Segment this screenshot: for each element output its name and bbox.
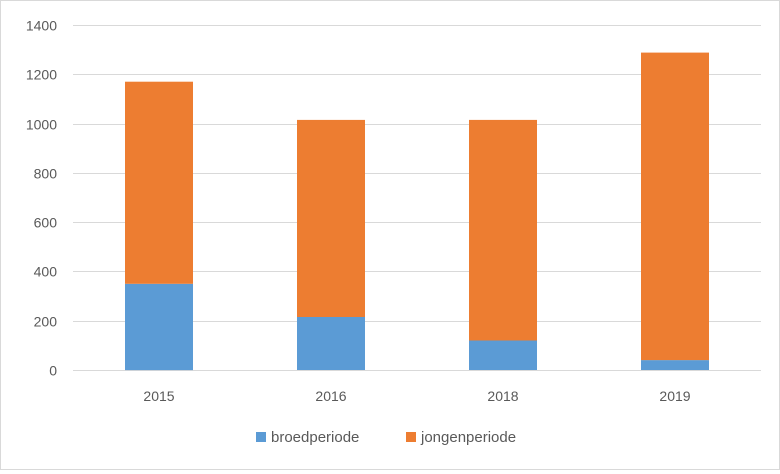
x-tick-label: 2015: [143, 388, 174, 404]
bars: [125, 52, 709, 371]
legend-swatch-broedperiode: [256, 432, 266, 442]
bar-broedperiode-2019: [641, 360, 709, 370]
y-axis-tick-labels: 0 200 400 600 800 1000 1200 1400: [26, 18, 57, 379]
y-tick-label: 1000: [26, 117, 57, 133]
x-tick-label: 2018: [487, 388, 518, 404]
y-tick-label: 400: [34, 264, 58, 280]
legend-swatch-jongenperiode: [406, 432, 416, 442]
bar-jongenperiode-2015: [125, 81, 193, 284]
legend-label-broedperiode: broedperiode: [271, 429, 359, 446]
y-tick-label: 1400: [26, 18, 57, 34]
x-axis-tick-labels: 2015 2016 2018 2019: [143, 388, 690, 404]
y-tick-label: 200: [34, 314, 58, 330]
bar-broedperiode-2018: [469, 340, 537, 370]
bar-broedperiode-2016: [297, 317, 365, 370]
y-tick-label: 600: [34, 215, 58, 231]
bar-jongenperiode-2018: [469, 119, 537, 341]
bar-jongenperiode-2016: [297, 119, 365, 318]
bar-broedperiode-2015: [125, 283, 193, 371]
y-tick-label: 0: [49, 363, 57, 379]
y-tick-label: 1200: [26, 67, 57, 83]
x-tick-label: 2019: [659, 388, 690, 404]
legend: broedperiode jongenperiode: [256, 429, 516, 446]
y-tick-label: 800: [34, 166, 58, 182]
x-tick-label: 2016: [315, 388, 346, 404]
legend-label-jongenperiode: jongenperiode: [420, 429, 516, 446]
bar-jongenperiode-2019: [641, 52, 709, 361]
